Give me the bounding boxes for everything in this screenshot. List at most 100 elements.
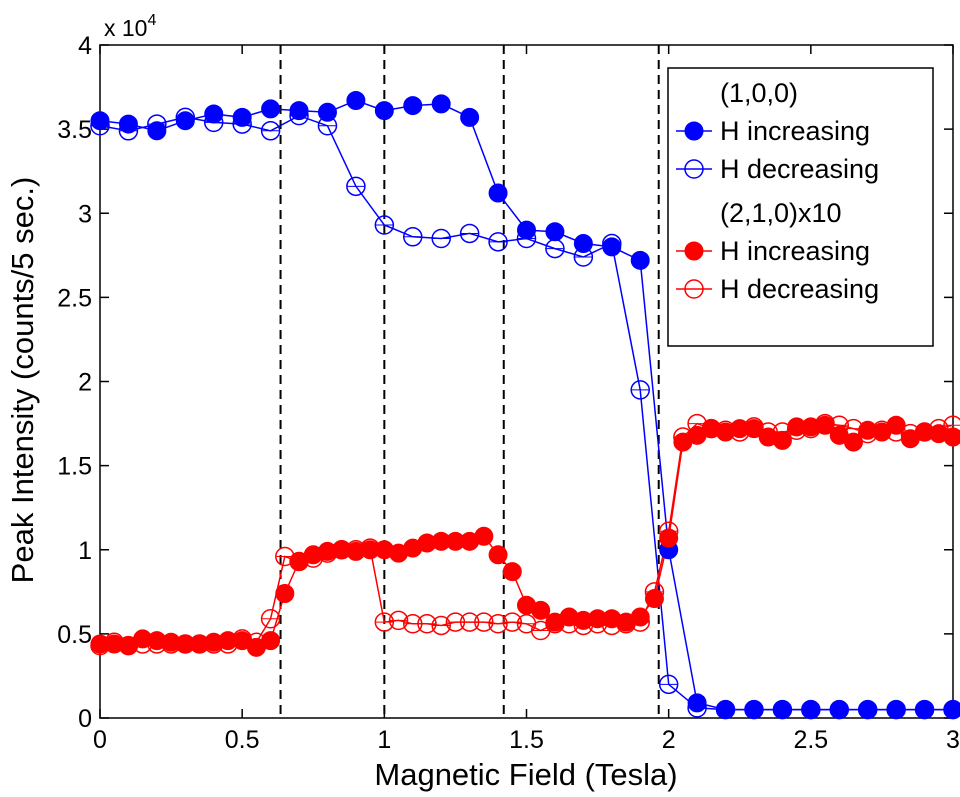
series-1-point [459,223,480,244]
series-1-point [203,112,224,133]
series-1-point [772,699,793,720]
series-2-point [843,432,863,452]
series-0-point [545,222,565,242]
series-3-point [687,413,707,434]
series-0-point [630,250,650,270]
series-2-point [659,528,679,548]
series-0-point [403,96,423,116]
series-0-point [431,94,451,114]
y-tick-label-0: 0 [78,705,92,733]
y-tick-label-4: 2 [78,369,92,397]
series-2-point [531,600,551,620]
series-0-point [232,107,252,127]
series-1-point [715,699,736,720]
series-1-point [914,699,935,720]
legend-entry-0-1: H decreasing [720,154,879,184]
legend-swatch-marker-0-0 [684,121,704,141]
series-0-point [261,99,281,119]
series-1-point [260,121,281,141]
series-1-points [90,105,960,720]
series-1-point [403,227,423,247]
series-3-point [90,635,110,656]
series-0-point [346,91,366,111]
series-0-point [147,121,167,141]
series-1-point [801,699,821,720]
series-1-point [573,247,594,267]
y-tick-label-3: 1.5 [57,453,92,481]
series-3-point [374,612,395,632]
series-1-point [374,215,395,235]
series-0-point [488,183,508,203]
series-0-point [317,102,337,122]
series-1-point [943,699,960,720]
series-3-point [644,582,665,602]
y-tick-label-1: 0.5 [57,621,92,649]
legend-heading-1: (2,1,0)x10 [720,198,842,228]
series-0-point [289,101,309,121]
series-1-point [90,116,110,136]
y-tick-label-6: 3 [78,200,92,228]
series-1-point [687,698,707,718]
series-1-point [147,114,167,134]
series-0-point [573,234,593,254]
legend-entry-1-0: H increasing [720,236,870,266]
series-1-point [886,699,906,720]
series-2-point [488,545,508,565]
legend-swatch-marker-0-1 [684,159,704,179]
series-0-point [118,114,138,134]
legend-box [667,67,934,347]
x-tick-label-2: 1 [377,726,391,754]
series-2-point [502,562,522,582]
series-1-point [488,232,508,252]
legend-heading-0: (1,0,0) [720,78,798,108]
y-tick-label-5: 2.5 [57,284,92,312]
x-axis-label: Magnetic Field (Tesla) [374,757,677,792]
series-1-point [431,228,451,249]
y-tick-label-8: 4 [78,32,92,60]
legend: (1,0,0) H increasing H decreasing (2,1,0)x1… [667,67,934,347]
series-2-point [474,526,494,546]
series-1-point [118,121,139,141]
series-1-point [289,105,309,126]
series-1-point [516,228,537,249]
series-1-point [630,380,650,400]
x-tick-label-6: 3 [946,726,960,754]
series-2-point [275,583,295,603]
series-1-point [744,699,764,720]
y-tick-label-7: 3.5 [57,116,92,144]
y-multiplier-label: x 104 [104,12,156,41]
series-0-point [374,101,394,121]
y-tick-label-2: 1 [78,537,92,565]
series-1-point [317,116,338,136]
series-2-point [644,589,664,609]
x-tick-label-5: 2.5 [793,726,828,754]
series-1-point [857,699,878,720]
y-axis-label: Peak Intensity (counts/5 sec.) [5,177,40,584]
legend-swatch-marker-1-1 [684,279,704,299]
legend-entry-1-1: H decreasing [720,274,879,304]
x-tick-label-3: 1.5 [509,726,544,754]
legend-swatch-marker-1-0 [684,241,704,261]
series-3-point [260,608,281,629]
legend-entry-0-0: H increasing [720,116,870,146]
series-2-point [261,631,281,651]
series-1-point [602,233,622,254]
series-1-point [346,176,366,197]
x-tick-label-1: 0.5 [225,726,260,754]
series-1-point [545,238,565,259]
series-3-points [90,413,960,656]
series-0-point [460,107,480,127]
series-0-point [687,693,707,713]
x-tick-label-4: 2 [662,726,676,754]
series-3-point [658,521,679,541]
series-1-point [658,674,679,695]
series-1-point [175,107,196,128]
series-1-point [829,699,850,720]
series-3-point [275,546,295,567]
series-3-point [673,427,693,447]
series-2-points [90,415,960,657]
x-tick-label-0: 0 [93,726,107,754]
series-1-point [232,114,252,134]
series-0-point [90,111,110,131]
